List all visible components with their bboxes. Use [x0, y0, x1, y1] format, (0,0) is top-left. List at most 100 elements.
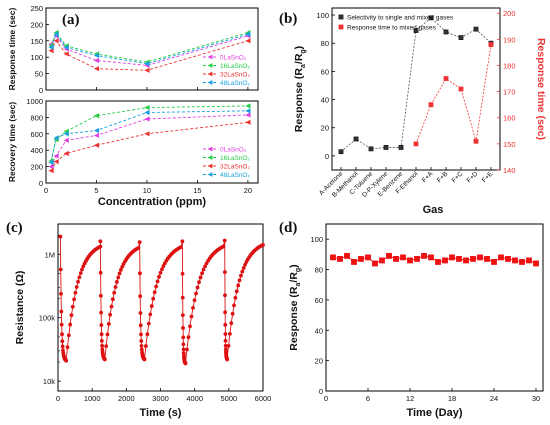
data-point: [112, 290, 117, 295]
data-point: [114, 280, 119, 284]
data-point: [80, 267, 84, 272]
data-point: [70, 304, 75, 309]
legend-label: 16LaSnO₂: [220, 63, 250, 70]
data-point: [344, 252, 350, 259]
data-point: [58, 267, 63, 272]
data-point: [144, 61, 150, 67]
y2-tick-label: 160: [503, 114, 516, 123]
data-point: [443, 76, 449, 81]
plot-frame: [45, 100, 259, 184]
panel-label: (a): [62, 12, 80, 28]
data-point: [138, 271, 142, 276]
legend-marker: [207, 155, 213, 160]
data-point: [330, 254, 336, 261]
y-tick-label: 1000: [26, 97, 43, 106]
y2-tick-label: 170: [503, 88, 516, 97]
category-label: F+A: [421, 170, 435, 184]
data-point: [189, 314, 194, 319]
data-point: [232, 303, 236, 308]
data-point: [152, 290, 157, 295]
data-point: [53, 159, 59, 165]
data-point: [243, 262, 247, 267]
y-tick-label: 60: [315, 296, 323, 305]
x-tick-label: 1000: [84, 394, 101, 403]
x-tick-label: 18: [448, 394, 456, 403]
legend-label: Selectivity to single and mixed gases: [347, 15, 454, 22]
data-point: [195, 285, 200, 290]
data-point: [185, 347, 189, 352]
data-point: [223, 332, 228, 336]
data-point: [72, 297, 76, 302]
chart-a-response-time: 0 50 100 150 200 250 (a) Response time (sec) 0La…: [7, 4, 259, 95]
data-point: [98, 239, 103, 244]
data-point: [194, 291, 198, 296]
data-point: [66, 333, 71, 338]
data-point: [236, 283, 241, 288]
data-point: [223, 322, 228, 327]
data-point: [59, 309, 64, 314]
y2-tick-label: 190: [503, 35, 516, 44]
x-tick-label: 4000: [186, 394, 203, 403]
legend-marker: [207, 63, 213, 68]
x-tick-label: 3000: [152, 394, 169, 403]
data-point: [428, 254, 434, 261]
data-point: [139, 339, 144, 343]
y2-tick-label: 200: [503, 9, 516, 18]
data-point: [180, 271, 185, 276]
series-line: [50, 121, 248, 171]
data-point: [261, 243, 265, 247]
data-point: [99, 323, 104, 327]
legend-marker: [207, 146, 213, 152]
data-point: [201, 267, 206, 272]
data-point: [102, 357, 107, 362]
data-point: [93, 142, 100, 148]
data-point: [73, 290, 78, 295]
x-tick-label: 10: [143, 186, 151, 195]
data-point: [139, 344, 144, 348]
x-tick-label: 0: [324, 394, 328, 403]
category-label: F+E: [481, 170, 495, 184]
data-point: [109, 304, 114, 309]
x-tick-label: 0: [44, 186, 48, 195]
x-tick-label: 24: [490, 394, 498, 403]
data-point: [245, 103, 251, 109]
y-tick-label: 40: [321, 96, 329, 105]
data-point: [456, 256, 462, 262]
data-point: [470, 256, 476, 262]
data-point: [230, 311, 235, 316]
data-point: [222, 238, 227, 243]
data-point: [98, 244, 103, 249]
data-point: [245, 38, 251, 44]
y-tick-label: 200: [30, 20, 43, 29]
data-point: [488, 42, 494, 47]
series-line: [50, 105, 248, 161]
x-axis-title: Gas: [423, 204, 444, 216]
chart-c-resistance: 10k 100k 1M 0 1000 2000 3000 4000 5000 6000 (c) Res…: [6, 220, 271, 419]
data-point: [93, 113, 100, 119]
data-point: [77, 275, 82, 280]
data-point: [116, 275, 121, 280]
y-tick-label: 100: [30, 53, 43, 62]
data-point: [144, 67, 150, 73]
data-point: [53, 153, 59, 159]
data-point: [108, 312, 113, 317]
x-tick-label: 2000: [118, 394, 135, 403]
data-point: [183, 361, 188, 366]
data-point: [139, 332, 143, 337]
y-tick-label: 40: [315, 326, 323, 335]
data-point: [473, 138, 479, 144]
data-point: [93, 52, 100, 59]
data-point: [98, 293, 103, 298]
data-point: [142, 357, 147, 362]
data-point: [110, 297, 115, 302]
data-point: [161, 264, 166, 268]
data-point: [484, 256, 490, 262]
y-tick-label: 60: [321, 67, 329, 76]
series-line: [50, 35, 249, 66]
series-line: [340, 17, 492, 152]
data-point: [505, 256, 511, 262]
data-point: [144, 131, 150, 137]
data-point: [428, 15, 434, 21]
data-point: [223, 310, 228, 315]
data-point: [498, 254, 504, 261]
